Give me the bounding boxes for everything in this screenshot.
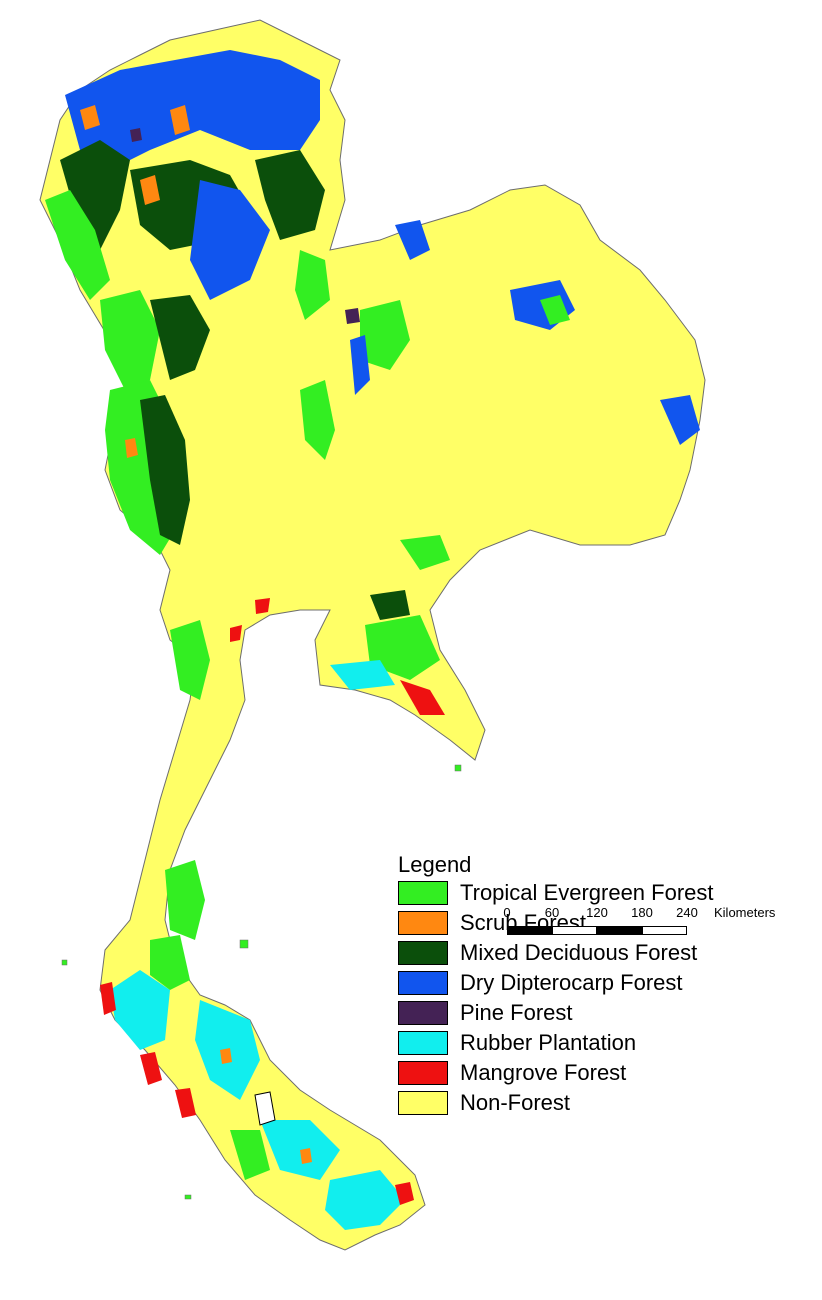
southern-forest-region (100, 860, 414, 1230)
legend-label: Rubber Plantation (460, 1030, 637, 1055)
legend-label: Pine Forest (460, 1000, 573, 1025)
islands (61, 764, 462, 1200)
scale-segment (507, 926, 552, 935)
northern-forest-region (45, 50, 330, 390)
legend-item: Mixed Deciduous Forest (398, 938, 714, 968)
scale-segment (642, 926, 687, 935)
legend-item: Dry Dipterocarp Forest (398, 968, 714, 998)
legend-items: Tropical Evergreen Forest Scrub Forest Mix… (398, 878, 714, 1118)
legend-label: Dry Dipterocarp Forest (460, 970, 683, 995)
legend-label: Mixed Deciduous Forest (460, 940, 698, 965)
legend-item: Rubber Plantation (398, 1028, 714, 1058)
legend-item: Tropical Evergreen Forest (398, 878, 714, 908)
scale-tick-label: 60 (544, 905, 560, 920)
legend-swatch (398, 971, 448, 995)
legend-swatch (398, 941, 448, 965)
legend-label: Mangrove Forest (460, 1060, 627, 1085)
legend-swatch (398, 1001, 448, 1025)
scale-tick-label: 120 (586, 905, 608, 920)
legend-swatch (398, 1061, 448, 1085)
map-legend: Legend Tropical Evergreen Forest Scrub Fo… (398, 852, 714, 1118)
legend-swatch (398, 881, 448, 905)
legend-label: Non-Forest (460, 1090, 571, 1115)
legend-swatch (398, 1091, 448, 1115)
legend-label: Tropical Evergreen Forest (460, 880, 714, 905)
scale-segment (597, 926, 642, 935)
legend-title: Legend (398, 852, 472, 877)
scale-tick-label: 0 (503, 905, 511, 920)
legend-item: Pine Forest (398, 998, 714, 1028)
scale-tick-label: 240 (676, 905, 698, 920)
scale-unit-label: Kilometers (714, 905, 776, 920)
legend-swatch (398, 1031, 448, 1055)
legend-item: Non-Forest (398, 1088, 714, 1118)
scale-segment (552, 926, 597, 935)
scale-tick-label: 180 (631, 905, 653, 920)
northeast-forest-region (230, 220, 700, 715)
legend-swatch (398, 911, 448, 935)
western-forest-region (105, 380, 335, 700)
legend-item: Mangrove Forest (398, 1058, 714, 1088)
